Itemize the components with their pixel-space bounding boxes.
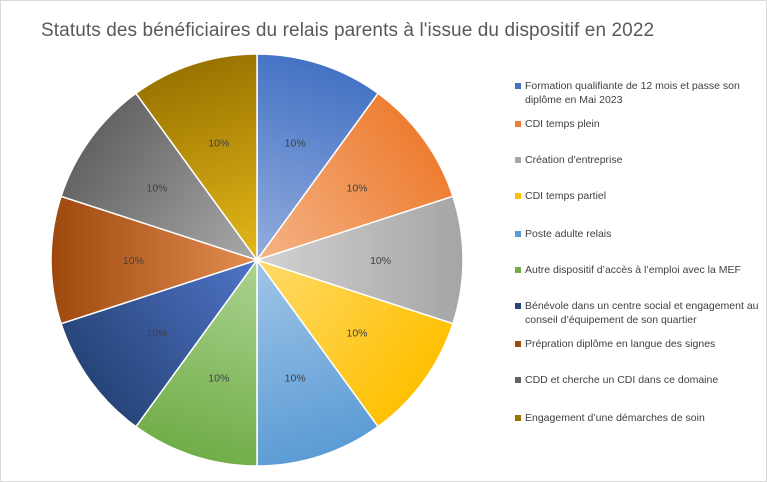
slice-data-label: 10% [346, 328, 367, 340]
legend-label: Autre dispositif d’accès à l’emploi avec… [525, 264, 741, 276]
pie-slice [60, 258, 259, 428]
legend-label: CDI temps plein [525, 118, 600, 130]
pie-slice [60, 92, 259, 262]
legend-swatch [515, 267, 521, 273]
legend-label: Bénévole dans un centre social et engage… [525, 300, 759, 326]
slice-data-label: 10% [370, 255, 391, 267]
legend-item: Poste adulte relais [515, 227, 763, 241]
legend-item: CDD et cherche un CDI dans ce domaine [515, 373, 763, 387]
pie-slice [256, 53, 380, 263]
legend-label: Création d’entreprise [525, 154, 623, 166]
legend-label: CDD et cherche un CDI dans ce domaine [525, 374, 719, 386]
legend-item: Création d’entreprise [515, 153, 763, 167]
slice-data-label: 10% [208, 373, 229, 385]
legend-swatch [515, 121, 521, 127]
legend-item: CDI temps partiel [515, 189, 763, 203]
legend-swatch [515, 303, 521, 309]
legend-label: Poste adulte relais [525, 228, 612, 240]
slice-data-label: 10% [285, 373, 306, 385]
chart-title: Statuts des bénéficiaires du relais pare… [41, 20, 655, 41]
slice-data-label: 10% [123, 255, 144, 267]
legend-item: Bénévole dans un centre social et engage… [515, 299, 763, 327]
pie-slice [254, 195, 464, 325]
slice-data-label: 10% [208, 137, 229, 149]
legend-swatch [515, 377, 521, 383]
slice-data-label: 10% [346, 182, 367, 194]
legend-item: Formation qualifiante de 12 mois et pass… [515, 79, 763, 107]
legend-label: CDI temps partiel [525, 190, 607, 202]
legend-swatch [515, 341, 521, 347]
pie-slice [134, 257, 258, 467]
legend-swatch [515, 415, 521, 421]
slice-data-label: 10% [285, 137, 306, 149]
legend-item: Autre dispositif d’accès à l’emploi avec… [515, 263, 763, 277]
legend-swatch [515, 83, 521, 89]
pie-slice [255, 92, 454, 262]
slice-data-label: 10% [146, 182, 167, 194]
slice-data-label: 10% [146, 328, 167, 340]
legend-item: CDI temps plein [515, 117, 763, 131]
pie-slice [255, 258, 454, 428]
legend-swatch [515, 231, 521, 237]
legend-label: Prépration diplôme en langue des signes [525, 338, 716, 350]
pie-slice [134, 53, 258, 263]
legend-swatch [515, 157, 521, 163]
legend-label: Formation qualifiante de 12 mois et pass… [525, 80, 740, 106]
legend-label: Engagement d’une démarches de soin [525, 412, 705, 424]
pie-slice [256, 257, 380, 467]
legend-item: Engagement d’une démarches de soin [515, 411, 763, 425]
pie-slice [50, 195, 260, 325]
legend-item: Prépration diplôme en langue des signes [515, 337, 763, 351]
legend-swatch [515, 193, 521, 199]
